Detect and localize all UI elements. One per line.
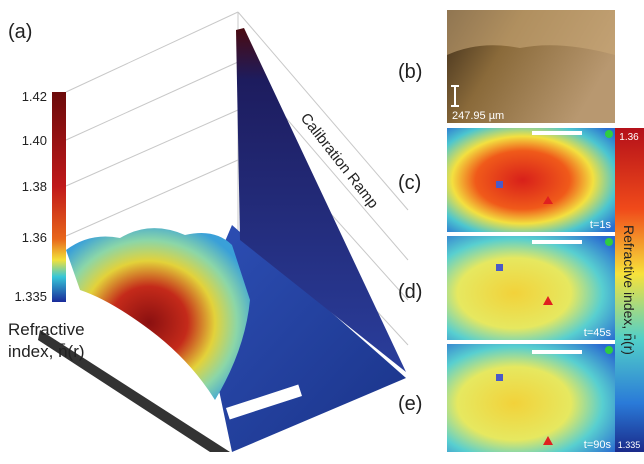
figure: 1.42 1.40 1.38 1.36 1.335 Refractive ind…	[0, 0, 644, 459]
colorbar-label: Refractive index, n̄(r)	[621, 225, 637, 355]
cell-image	[447, 344, 615, 452]
tick-label: 1.42	[22, 89, 47, 104]
cell-image	[447, 236, 615, 340]
panel-label: (a)	[8, 21, 32, 43]
panel-label: (d)	[398, 281, 422, 303]
tick-label: 1.36	[22, 230, 47, 245]
colorbar-label: index, n̄(r)	[8, 342, 85, 361]
tick-label: 1.40	[22, 133, 47, 148]
cell-image	[447, 128, 615, 232]
timestamp: t=90s	[584, 439, 612, 451]
panel-label: (c)	[398, 172, 421, 194]
panel-label: (b)	[398, 61, 422, 83]
tick-label: 1.38	[22, 179, 47, 194]
scale-label: 247.95 µm	[452, 110, 504, 122]
tick-label: 1.335	[14, 289, 47, 304]
timestamp: t=45s	[584, 327, 612, 339]
colorbar-max: 1.36	[619, 132, 639, 143]
colorbar	[52, 92, 66, 302]
colorbar-label: Refractive	[8, 320, 85, 339]
timestamp: t=1s	[590, 219, 612, 231]
panel-label: (e)	[398, 393, 422, 415]
colorbar-min: 1.335	[618, 440, 641, 450]
